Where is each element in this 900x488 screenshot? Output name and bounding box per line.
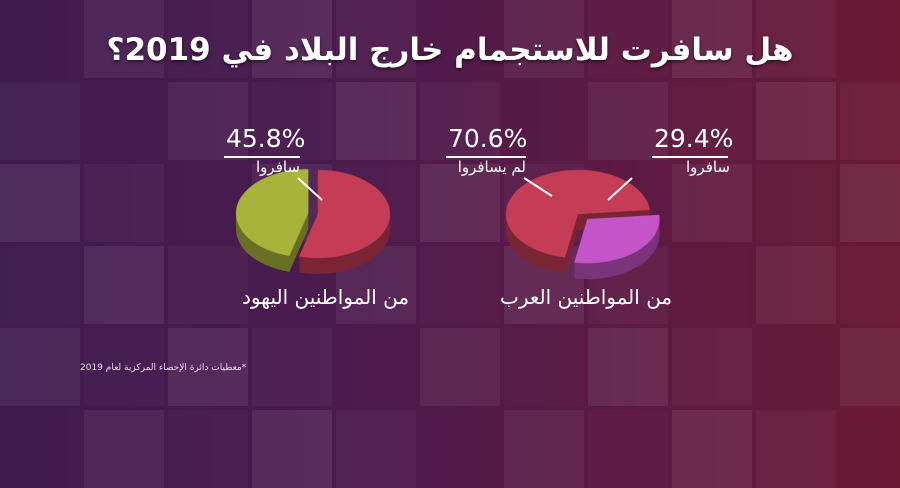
underline-jewish-traveled [224, 156, 300, 158]
underline-arab-not-traveled [446, 156, 526, 158]
label-jewish-traveled-value: 45.8% [226, 124, 306, 153]
pie-arab-slice-1 [574, 214, 660, 264]
leader-line-arab-traveled [607, 177, 633, 201]
chart-title: هل سافرت للاستجمام خارج البلاد في 2019؟ [106, 32, 794, 68]
background [0, 0, 900, 474]
pie-jewish-slice-1 [235, 169, 309, 257]
label-arab-not-traveled-value: 70.6% [448, 124, 528, 153]
label-arab-not-traveled: لم يسافروا [457, 158, 526, 176]
group-label-jewish: من المواطنين اليهود [242, 285, 410, 309]
footnote: *معطيات دائرة الإحصاء المركزية لعام 2019 [80, 363, 247, 373]
underline-arab-traveled [652, 156, 728, 158]
pie-jewish-slice-0 [298, 169, 391, 259]
pie-charts [235, 169, 660, 280]
pie-arab-citizens [505, 169, 660, 280]
label-arab-traveled: سافروا [686, 158, 730, 176]
leader-line-arab-not-traveled [523, 177, 553, 197]
pie-jewish-citizens [235, 169, 391, 274]
label-jewish-traveled: سافروا [256, 158, 300, 176]
group-label-arab: من المواطنين العرب [500, 285, 673, 309]
label-arab-traveled-value: 29.4% [654, 124, 734, 153]
leader-line-jewish-traveled [297, 177, 323, 201]
